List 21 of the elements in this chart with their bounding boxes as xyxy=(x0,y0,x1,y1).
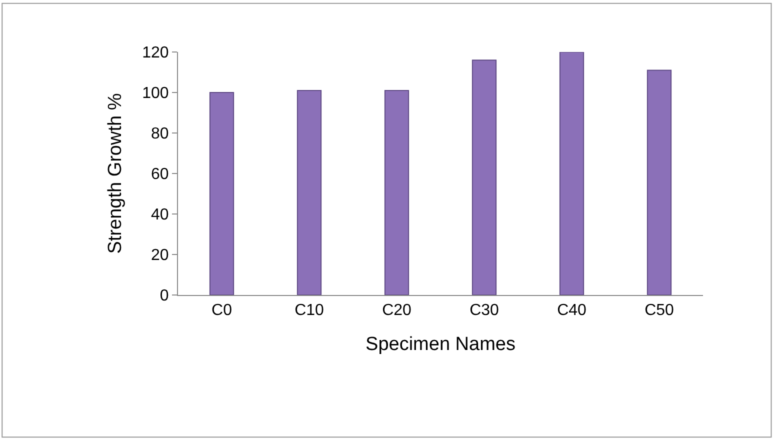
y-tick-label: 60 xyxy=(151,166,169,184)
x-tick-label: C30 xyxy=(470,302,500,320)
x-tick-label: C20 xyxy=(382,302,412,320)
bar xyxy=(646,70,672,295)
x-tick-label: C40 xyxy=(557,302,587,320)
bar xyxy=(384,90,410,295)
x-tick-label: C50 xyxy=(644,302,674,320)
y-tick-label: 120 xyxy=(142,44,169,62)
bar xyxy=(209,92,234,295)
x-axis-title: Specimen Names xyxy=(366,334,516,355)
x-tick-label: C10 xyxy=(294,302,324,320)
bar xyxy=(472,60,497,295)
y-axis-title: Strength Growth % xyxy=(104,93,126,254)
x-tick-label: C0 xyxy=(212,302,232,320)
bar xyxy=(296,90,322,295)
y-tick-label: 100 xyxy=(142,85,169,102)
y-tick-label: 0 xyxy=(160,288,169,305)
y-tick-label: 20 xyxy=(151,247,169,264)
y-tick-label: 40 xyxy=(151,206,169,224)
bar xyxy=(559,52,584,295)
y-tick-label: 80 xyxy=(151,126,169,143)
